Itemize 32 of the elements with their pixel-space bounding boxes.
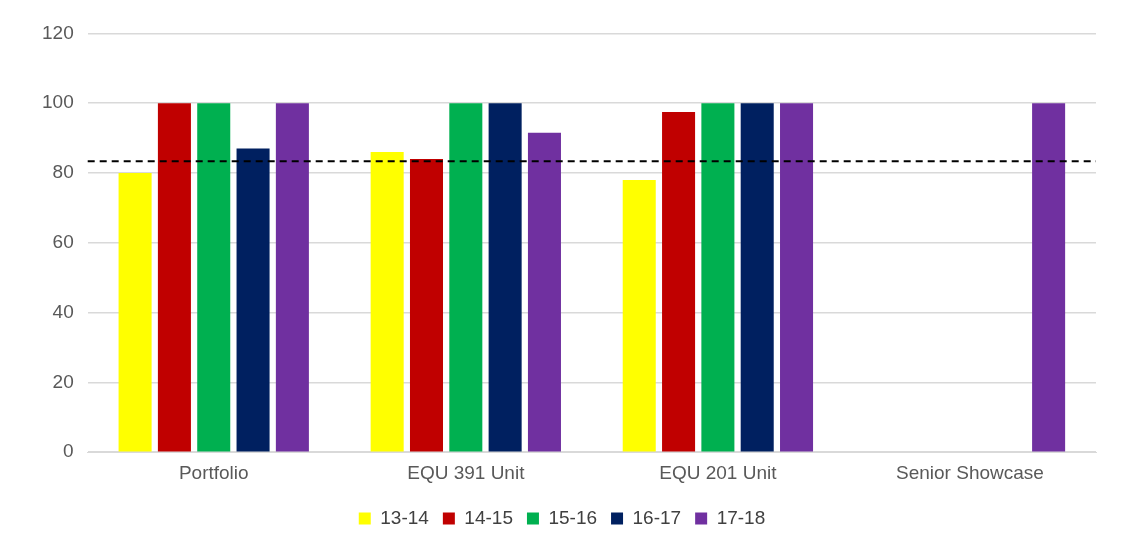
y-tick-label: 60 — [52, 231, 74, 253]
bar — [370, 152, 404, 452]
legend-label: 16-17 — [632, 506, 682, 528]
bar — [118, 173, 152, 452]
legend-label: 15-16 — [548, 506, 598, 528]
y-tick-label: 100 — [42, 91, 74, 113]
y-tick-label: 120 — [42, 21, 74, 43]
bar — [275, 103, 309, 452]
x-tick-label: Portfolio — [178, 461, 249, 483]
bar — [236, 148, 270, 452]
legend-label: 14-15 — [464, 506, 513, 528]
y-tick-label: 0 — [63, 440, 74, 462]
bar — [1032, 103, 1066, 452]
legend-label: 17-18 — [716, 506, 766, 528]
bar — [622, 179, 656, 452]
bar — [157, 103, 191, 452]
x-tick-label: EQU 201 Unit — [659, 461, 778, 483]
bar — [780, 103, 814, 452]
bar — [527, 132, 561, 452]
bar — [662, 111, 696, 452]
x-tick-label: Senior Showcase — [896, 461, 1044, 483]
bar — [409, 159, 444, 452]
y-tick-label: 20 — [52, 370, 74, 392]
bar — [449, 103, 483, 452]
bar — [701, 103, 735, 452]
x-tick-label: EQU 391 Unit — [407, 461, 526, 483]
bar — [197, 103, 231, 452]
bar — [488, 103, 522, 452]
y-tick-label: 80 — [52, 161, 74, 183]
y-tick-label: 40 — [52, 300, 74, 322]
bar — [740, 103, 774, 452]
legend-label: 13-14 — [380, 506, 430, 528]
